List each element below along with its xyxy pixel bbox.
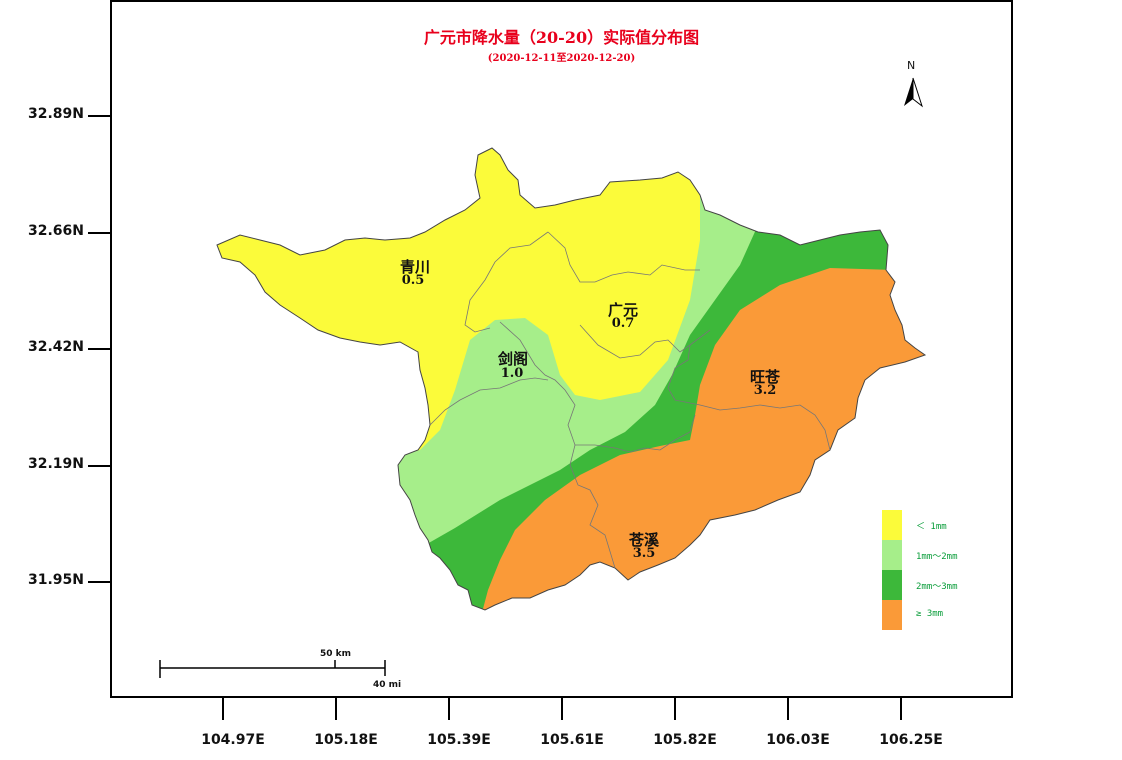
lat-label: 31.95N	[28, 572, 84, 588]
lat-label: 32.42N	[28, 339, 84, 355]
lon-label: 106.03E	[766, 732, 830, 748]
legend-swatch	[882, 570, 902, 600]
legend-label: 2mm～3mm	[916, 582, 958, 592]
region-name-wangcang: 旺苍	[749, 368, 780, 386]
map-subtitle: (2020-12-11至2020-12-20)	[487, 53, 636, 64]
lon-label: 105.39E	[427, 732, 491, 748]
north-label: N	[907, 59, 916, 72]
legend-label: ≥ 3mm	[916, 609, 944, 619]
legend-swatch	[882, 540, 902, 570]
lon-label: 105.82E	[653, 732, 717, 748]
region-value-jiange: 1.0	[500, 366, 524, 381]
scale-bar	[159, 660, 386, 678]
lon-label: 105.61E	[540, 732, 604, 748]
region-name-cangxi: 苍溪	[628, 531, 659, 549]
lat-label: 32.19N	[28, 456, 84, 472]
legend-label: 1mm～2mm	[916, 552, 958, 562]
scale-mi-label: 40 mi	[373, 680, 402, 690]
lat-label: 32.66N	[28, 223, 84, 239]
lat-label: 32.89N	[28, 106, 84, 122]
region-value-wangcang: 3.2	[753, 383, 777, 398]
scale-km-label: 50 km	[320, 649, 352, 659]
precipitation-bands	[217, 148, 925, 610]
legend-swatch	[882, 600, 902, 630]
region-value-qingchuan: 0.5	[401, 273, 425, 288]
lat-tick-marks	[88, 115, 110, 583]
region-value-cangxi: 3.5	[632, 546, 656, 561]
map-frame	[110, 0, 1013, 698]
lon-label: 105.18E	[314, 732, 378, 748]
lon-label: 104.97E	[201, 732, 265, 748]
legend-swatch	[882, 510, 902, 540]
region-value-guangyuan: 0.7	[611, 316, 635, 331]
region-name-qingchuan: 青川	[399, 258, 430, 276]
region-name-jiange: 剑阁	[497, 350, 528, 368]
map-title: 广元市降水量（20-20）实际值分布图	[423, 28, 700, 47]
county-borders	[216, 147, 927, 611]
lon-label: 106.25E	[879, 732, 943, 748]
north-arrow-icon	[904, 77, 923, 108]
region-name-guangyuan: 广元	[607, 301, 638, 319]
lon-tick-marks	[222, 698, 902, 720]
legend-label: ＜ 1mm	[916, 522, 947, 532]
